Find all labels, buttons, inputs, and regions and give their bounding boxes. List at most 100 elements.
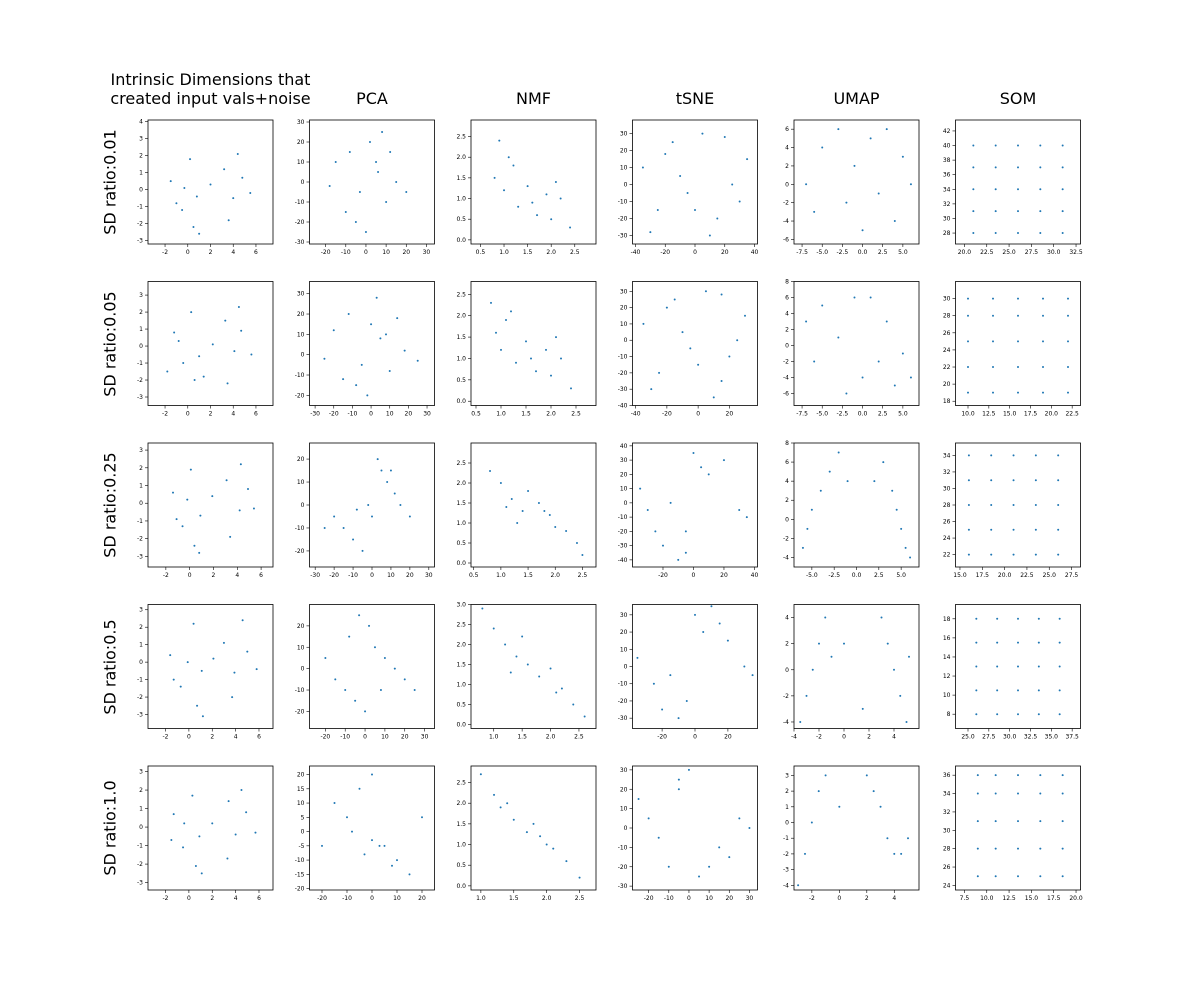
scatter-point bbox=[677, 778, 680, 781]
x-tick-label: 10 bbox=[387, 572, 395, 579]
axes-frame bbox=[470, 119, 597, 245]
x-tick-label: 30 bbox=[423, 411, 431, 418]
scatter-point bbox=[967, 366, 969, 369]
scatter-point bbox=[1012, 553, 1015, 556]
scatter-point bbox=[373, 646, 376, 649]
x-tick-label: 20.0 bbox=[958, 249, 972, 256]
y-tick-label: 0 bbox=[624, 664, 628, 671]
scatter-point bbox=[371, 839, 373, 842]
y-tick-label: 30 bbox=[620, 457, 628, 464]
axes-frame bbox=[793, 281, 920, 406]
scatter-point bbox=[697, 363, 700, 366]
y-tick-label: 0 bbox=[624, 825, 628, 832]
scatter-point bbox=[393, 667, 396, 670]
scatter-point bbox=[1034, 454, 1037, 457]
scatter-point bbox=[665, 306, 668, 309]
y-tick-label: 0 bbox=[624, 500, 628, 507]
scatter-point bbox=[803, 852, 806, 855]
y-tick-label: 1.5 bbox=[456, 500, 466, 507]
scatter-point bbox=[166, 370, 169, 373]
scatter-point bbox=[679, 175, 682, 178]
y-tick-label: 4 bbox=[785, 478, 789, 485]
scatter-point bbox=[1037, 641, 1040, 644]
scatter-point bbox=[975, 713, 978, 716]
x-tick-label: 30 bbox=[423, 249, 431, 256]
y-tick-label: 26 bbox=[943, 330, 951, 337]
x-tick-label: -2 bbox=[163, 572, 169, 579]
y-tick-label: 0.5 bbox=[456, 702, 466, 709]
x-tick-label: 10 bbox=[386, 411, 394, 418]
scatter-point bbox=[994, 210, 997, 213]
x-tick-label: 35.0 bbox=[1045, 734, 1059, 741]
x-tick-label: 22.5 bbox=[980, 249, 994, 256]
x-tick-label: -20 bbox=[644, 895, 654, 902]
axes-frame bbox=[793, 119, 920, 245]
scatter-point bbox=[396, 859, 398, 862]
scatter-point bbox=[861, 376, 864, 379]
scatter-point bbox=[1034, 528, 1037, 531]
scatter-point bbox=[236, 152, 239, 155]
scatter-point bbox=[238, 509, 241, 512]
y-tick-label: 2.0 bbox=[456, 642, 466, 649]
row-label: SD ratio:1.0 bbox=[100, 780, 120, 876]
scatter-point bbox=[873, 480, 876, 483]
scatter-point bbox=[1017, 713, 1019, 716]
x-tick-label: 27.5 bbox=[1065, 572, 1079, 579]
scatter-point bbox=[996, 641, 999, 644]
scatter-point bbox=[1039, 188, 1042, 191]
scatter-point bbox=[1061, 820, 1064, 823]
y-tick-label: 0.0 bbox=[456, 237, 466, 244]
row-label: SD ratio:0.01 bbox=[100, 129, 120, 235]
y-tick-label: 0 bbox=[139, 500, 143, 507]
scatter-point bbox=[996, 665, 999, 668]
y-tick-label: 1 bbox=[785, 804, 789, 811]
axes-frame bbox=[632, 442, 758, 568]
scatter-point bbox=[333, 802, 336, 805]
y-tick-label: -1 bbox=[137, 843, 143, 850]
scatter-point bbox=[1039, 144, 1042, 147]
scatter-point bbox=[976, 792, 979, 795]
scatter-point bbox=[565, 530, 568, 532]
scatter-point bbox=[818, 642, 820, 645]
x-tick-label: -20 bbox=[660, 249, 670, 256]
scatter-point bbox=[516, 522, 519, 524]
x-tick-label: -5.0 bbox=[816, 411, 828, 418]
scatter-point bbox=[386, 481, 389, 484]
scatter-point bbox=[323, 357, 326, 360]
x-tick-label: 0 bbox=[363, 734, 367, 741]
scatter-point bbox=[972, 210, 975, 213]
y-tick-label: -2 bbox=[137, 861, 143, 868]
y-tick-label: 2.5 bbox=[456, 134, 466, 141]
x-tick-label: 17.5 bbox=[1024, 411, 1038, 418]
scatter-point bbox=[700, 466, 703, 469]
scatter-point bbox=[684, 551, 687, 554]
y-tick-label: -20 bbox=[295, 886, 305, 893]
x-tick-label: 0.5 bbox=[469, 572, 479, 579]
y-tick-label: 6 bbox=[785, 295, 789, 302]
scatter-point bbox=[661, 544, 664, 547]
axes-frame bbox=[309, 281, 435, 406]
scatter-point bbox=[346, 816, 348, 819]
x-tick-label: -40 bbox=[631, 249, 641, 256]
y-tick-label: -30 bbox=[618, 883, 628, 890]
x-tick-label: 0 bbox=[692, 572, 696, 579]
scatter-point bbox=[1058, 641, 1061, 644]
scatter-point bbox=[499, 806, 502, 809]
y-tick-label: 24 bbox=[943, 535, 951, 542]
y-tick-label: -2 bbox=[137, 536, 143, 543]
y-tick-label: 30 bbox=[943, 215, 951, 222]
y-tick-label: 1 bbox=[139, 642, 143, 649]
x-tick-label: 4 bbox=[234, 734, 238, 741]
scatter-point bbox=[375, 296, 378, 299]
scatter-point bbox=[728, 856, 731, 859]
y-tick-label: 30 bbox=[943, 485, 951, 492]
y-tick-label: 1.5 bbox=[456, 334, 466, 341]
scatter-point bbox=[581, 554, 584, 556]
scatter-point bbox=[882, 461, 885, 464]
y-tick-label: 2.0 bbox=[456, 480, 466, 487]
scatter-point bbox=[383, 656, 386, 659]
scatter-point bbox=[512, 818, 515, 821]
scatter-point bbox=[1042, 391, 1044, 394]
scatter-point bbox=[354, 699, 357, 702]
x-tick-label: 2 bbox=[209, 411, 213, 418]
